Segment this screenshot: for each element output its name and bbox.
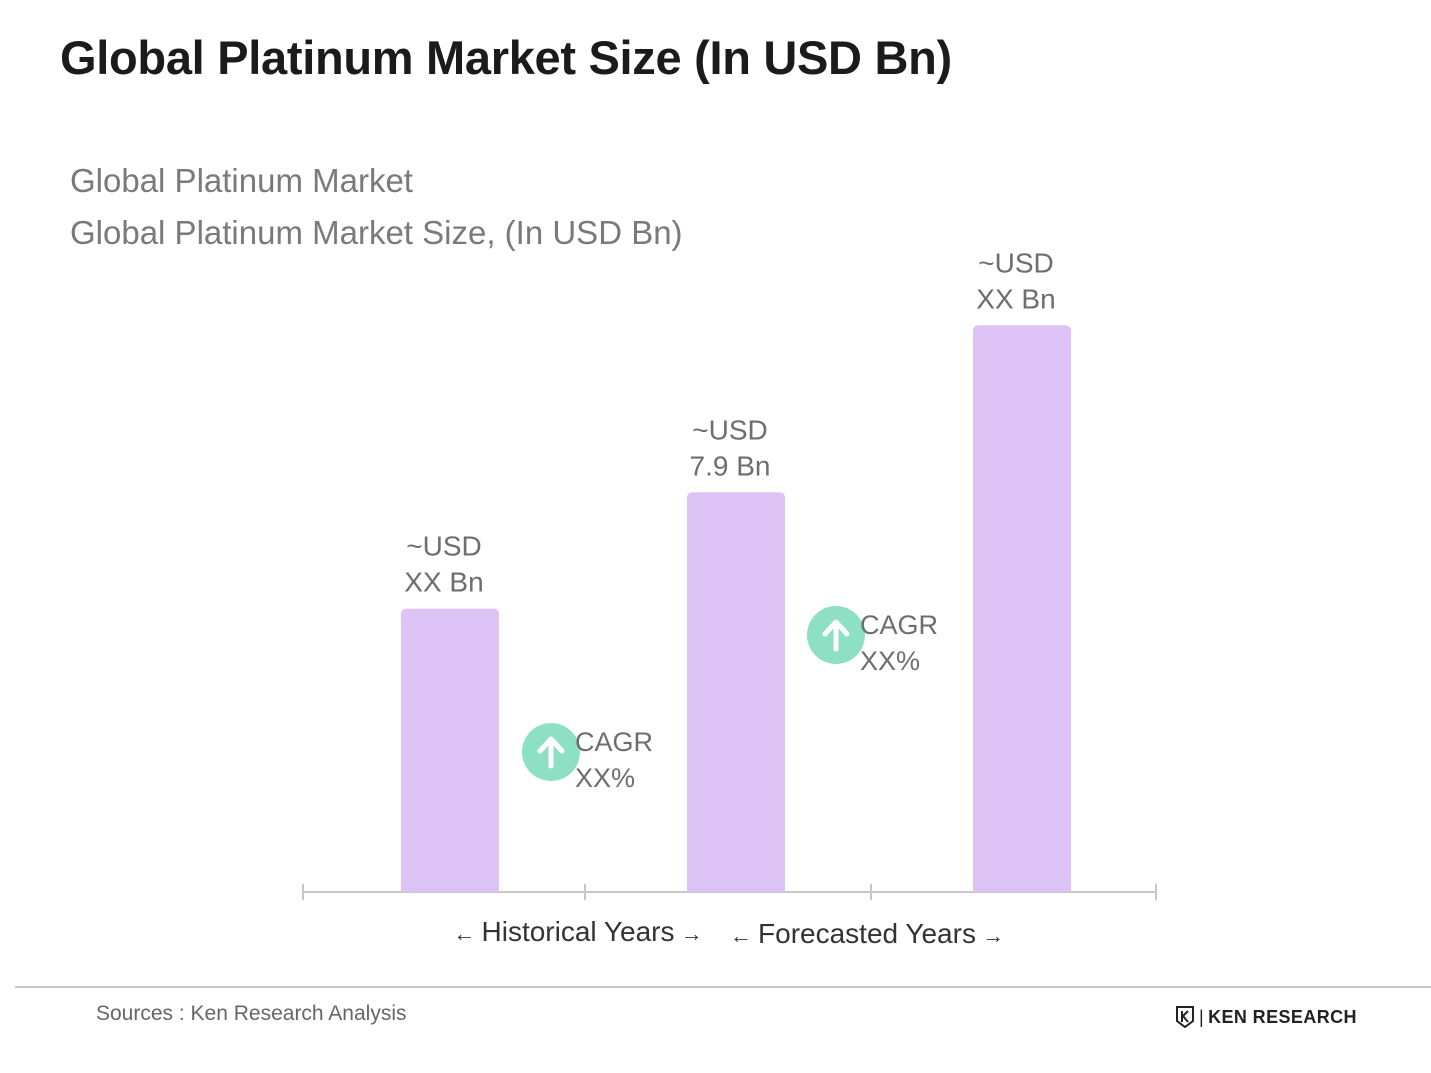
bar-2-label-value: 7.9 Bn — [690, 450, 771, 481]
chart-subtitle-line2: Global Platinum Market Size, (In USD Bn) — [70, 214, 683, 251]
ken-research-logo-icon — [1176, 1006, 1194, 1028]
bar-3 — [973, 325, 1071, 892]
brand-separator: | — [1199, 1006, 1205, 1027]
right-arrow-icon: → — [674, 921, 702, 946]
bar-3-label-prefix: ~USD — [978, 247, 1053, 278]
period-text: Historical Years — [482, 916, 675, 947]
bar-2-label-prefix: ~USD — [692, 414, 767, 445]
period-text: Forecasted Years — [758, 918, 976, 949]
cagr-1-arrow-up-icon — [537, 736, 565, 769]
source-note: Sources : Ken Research Analysis — [96, 1002, 407, 1025]
bar-1-label-value: XX Bn — [404, 567, 483, 598]
period-label-1: ← Historical Years → — [453, 916, 702, 947]
period-label-2: ← Forecasted Years → — [730, 918, 1004, 949]
left-arrow-icon: ← — [453, 921, 481, 946]
brand-name: KEN RESEARCH — [1208, 1006, 1357, 1027]
bar-chart: ~USD XX Bn ~USD 7.9 Bn ~USD XX Bn CAGR XX% CAGR X… — [302, 247, 1157, 949]
left-arrow-icon: ← — [730, 923, 758, 948]
brand: | KEN RESEARCH — [1175, 1006, 1357, 1028]
page-title: Global Platinum Market Size (In USD Bn) — [60, 31, 952, 84]
bar-1-label-prefix: ~USD — [406, 531, 481, 562]
bar-1 — [401, 608, 499, 892]
cagr-2-value: XX% — [860, 646, 920, 676]
bar-3-label-value: XX Bn — [976, 283, 1055, 314]
cagr-1-label: CAGR — [575, 727, 653, 757]
chart-subtitle-line1: Global Platinum Market — [70, 162, 413, 199]
cagr-2-arrow-up-icon — [822, 619, 850, 652]
cagr-2-label: CAGR — [860, 610, 938, 640]
cagr-1-value: XX% — [575, 763, 635, 793]
bar-2 — [687, 492, 785, 892]
right-arrow-icon: → — [976, 923, 1004, 948]
footer-divider — [15, 986, 1431, 988]
